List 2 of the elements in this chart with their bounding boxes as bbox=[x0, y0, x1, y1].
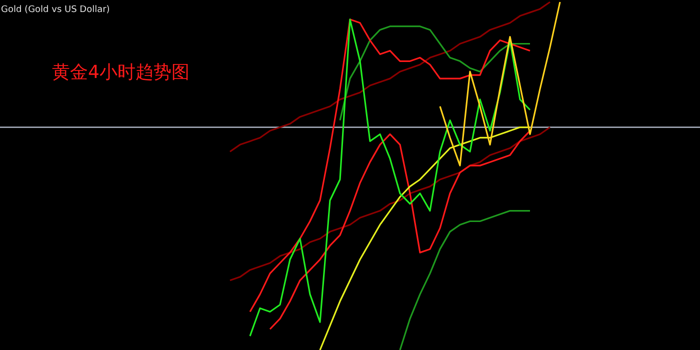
text: Gold (Gold vs US Dollar) bbox=[1, 5, 110, 15]
text: 黄金4小时趋势图 bbox=[52, 62, 190, 83]
